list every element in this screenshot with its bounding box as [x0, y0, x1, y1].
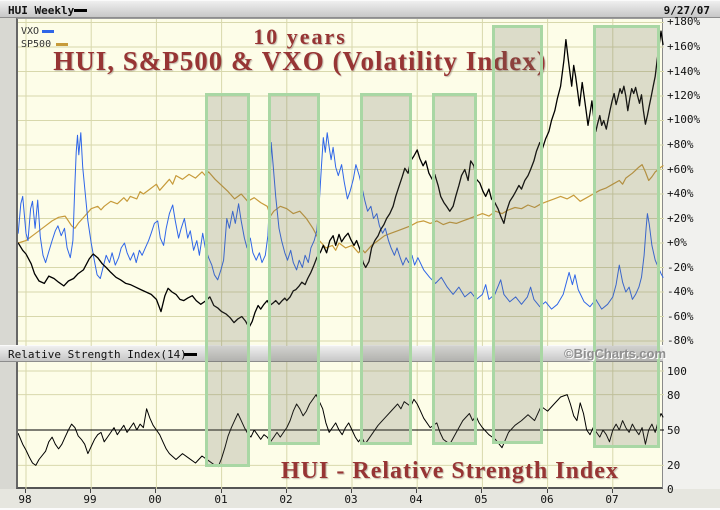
rsi-ytick-label: 50 [667, 424, 681, 437]
chart-title: HUI, S&P500 & VXO (Volatility Index) [53, 46, 547, 76]
main-ytick-label: +140% [667, 65, 701, 78]
main-ytick-label: +100% [667, 113, 701, 126]
signal-band [492, 25, 543, 444]
xtick-mark [547, 489, 548, 493]
hui-legend-dash-icon [74, 9, 87, 12]
main-ytick-label: +80% [667, 138, 694, 151]
legend-vxo-label: VXO [21, 26, 40, 37]
main-ytick-label: -80% [667, 334, 694, 347]
xtick-mark [25, 489, 26, 493]
main-ytick-label: -60% [667, 310, 694, 323]
chart-header-bar: HUI Weekly 9/27/07 [0, 0, 720, 18]
bigcharts-copyright: ©BigCharts.com [564, 346, 667, 361]
rsi-ytick-label: 100 [667, 365, 687, 378]
xtick-year-label: 00 [148, 493, 162, 506]
rsi-series-line [18, 394, 664, 468]
vxo-legend-dash-icon [42, 30, 54, 33]
main-plot-canvas [18, 19, 664, 346]
sp500-legend-dash-icon [56, 43, 68, 46]
xtick-mark [90, 489, 91, 493]
signal-band [268, 93, 320, 445]
indicator-label: Relative Strength Index(14) [8, 348, 187, 361]
right-axis-strip [663, 18, 720, 489]
xtick-year-label: 04 [409, 493, 423, 506]
rsi-plot [16, 362, 664, 489]
signal-band [205, 93, 250, 467]
sp500-series-line [18, 164, 664, 254]
xtick-year-label: 06 [540, 493, 554, 506]
legend-sp500-label: SP500 [21, 39, 52, 50]
symbol-timeframe-label: HUI Weekly [8, 4, 75, 17]
rsi-ytick-label: 20 [667, 459, 681, 472]
rsi-plot-canvas [18, 362, 664, 489]
rsi-panel-title: HUI - Relative Strength Index [281, 458, 619, 484]
main-ytick-label: -20% [667, 261, 694, 274]
rsi-ytick-label: 0 [667, 483, 674, 496]
xtick-year-label: 02 [279, 493, 293, 506]
xtick-year-label: 01 [214, 493, 228, 506]
signal-band [432, 93, 477, 445]
main-ytick-label: +60% [667, 163, 694, 176]
xtick-year-label: 99 [83, 493, 97, 506]
indicator-header-bar: Relative Strength Index(14) [0, 345, 663, 362]
main-ytick-label: -40% [667, 285, 694, 298]
vxo-series-line [18, 132, 664, 310]
main-ytick-label: +120% [667, 89, 701, 102]
main-ytick-label: +0% [667, 236, 687, 249]
rsi-legend-dash-icon [184, 353, 197, 356]
xtick-year-label: 05 [474, 493, 488, 506]
xtick-mark [221, 489, 222, 493]
xtick-mark [286, 489, 287, 493]
main-ytick-label: +40% [667, 187, 694, 200]
chart-date: 9/27/07 [663, 4, 710, 17]
rsi-ytick-label: 80 [667, 389, 681, 402]
main-ytick-label: +20% [667, 212, 694, 225]
xtick-mark [481, 489, 482, 493]
xtick-year-label: 07 [605, 493, 619, 506]
xtick-mark [612, 489, 613, 493]
main-ytick-label: +180% [667, 15, 701, 28]
xtick-mark [416, 489, 417, 493]
main-ytick-label: +160% [667, 40, 701, 53]
xtick-mark [351, 489, 352, 493]
bottom-axis-strip [0, 489, 720, 510]
xtick-year-label: 03 [344, 493, 358, 506]
signal-band [593, 25, 660, 448]
xtick-mark [155, 489, 156, 493]
main-price-plot [16, 18, 664, 346]
signal-band [360, 93, 412, 445]
xtick-year-label: 98 [18, 493, 32, 506]
chart-subtitle: 10 years [253, 24, 347, 49]
